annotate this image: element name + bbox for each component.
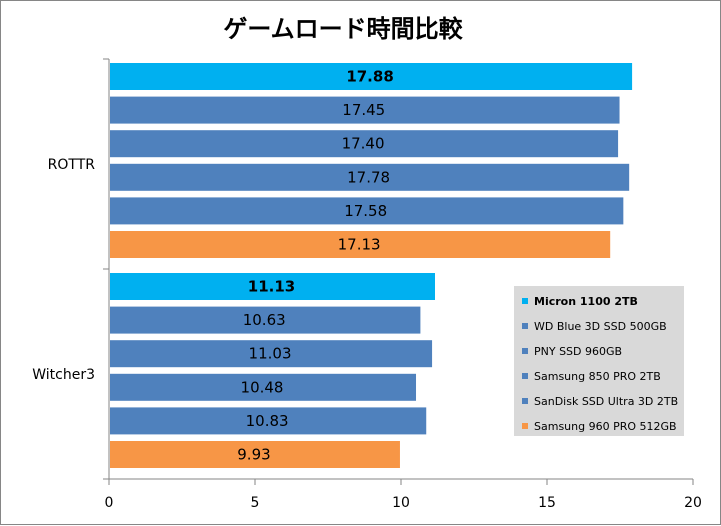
legend-label: Samsung 850 PRO 2TB: [534, 370, 661, 383]
legend: Micron 1100 2TB WD Blue 3D SSD 500GB PNY S…: [514, 286, 684, 436]
data-label: 10.48: [241, 378, 284, 396]
data-label: 17.58: [344, 202, 387, 220]
bar-witcher3-1: [110, 273, 435, 300]
bar-rottr-2: [110, 96, 620, 124]
data-label: 17.78: [347, 168, 390, 186]
bar-witcher3-5: [110, 407, 427, 435]
x-tick-label: 15: [538, 495, 556, 511]
category-label: ROTTR: [48, 157, 96, 173]
legend-swatch: [522, 373, 528, 379]
data-label: 17.45: [342, 101, 385, 119]
bar-witcher3-6: [110, 441, 400, 468]
bar-rottr-5: [110, 197, 624, 225]
x-tick-label: 5: [251, 495, 260, 511]
legend-swatch: [522, 398, 528, 404]
bar-witcher3-4: [110, 373, 417, 401]
x-tick-label: 0: [105, 495, 114, 511]
legend-swatch: [522, 423, 528, 429]
bars-layer: 17.88 17.45 17.40 17.78 17.58 17.13 11.13 10.63…: [110, 63, 633, 468]
bar-rottr-3: [110, 130, 619, 158]
data-label: 9.93: [237, 446, 270, 464]
category-label: Witcher3: [32, 367, 95, 383]
chart-title: ゲームロード時間比較: [223, 15, 463, 43]
data-label: 10.83: [246, 412, 289, 430]
legend-swatch: [522, 298, 528, 304]
data-label: 17.13: [338, 236, 381, 254]
data-label: 17.88: [346, 68, 393, 86]
legend-swatch: [522, 348, 528, 354]
x-tick-label: 20: [684, 495, 702, 511]
bar-rottr-6: [110, 231, 611, 258]
legend-label: Samsung 960 PRO 512GB: [534, 420, 677, 433]
axes-layer: ROTTR Witcher3 0 5 10 15 20: [32, 58, 702, 511]
data-label: 11.03: [249, 345, 292, 363]
bar-witcher3-3: [110, 340, 433, 368]
legend-label: Micron 1100 2TB: [534, 295, 638, 308]
legend-swatch: [522, 323, 528, 329]
data-label: 17.40: [342, 135, 385, 153]
data-label: 10.63: [243, 311, 286, 329]
bar-rottr-4: [110, 163, 630, 191]
bar-rottr-1: [110, 63, 633, 90]
bar-witcher3-2: [110, 306, 421, 334]
legend-label: SanDisk SSD Ultra 3D 2TB: [534, 395, 678, 408]
legend-label: PNY SSD 960GB: [534, 345, 622, 358]
data-label: 11.13: [248, 278, 295, 296]
x-tick-label: 10: [392, 495, 410, 511]
legend-label: WD Blue 3D SSD 500GB: [534, 320, 667, 333]
legend-box: [514, 286, 684, 436]
